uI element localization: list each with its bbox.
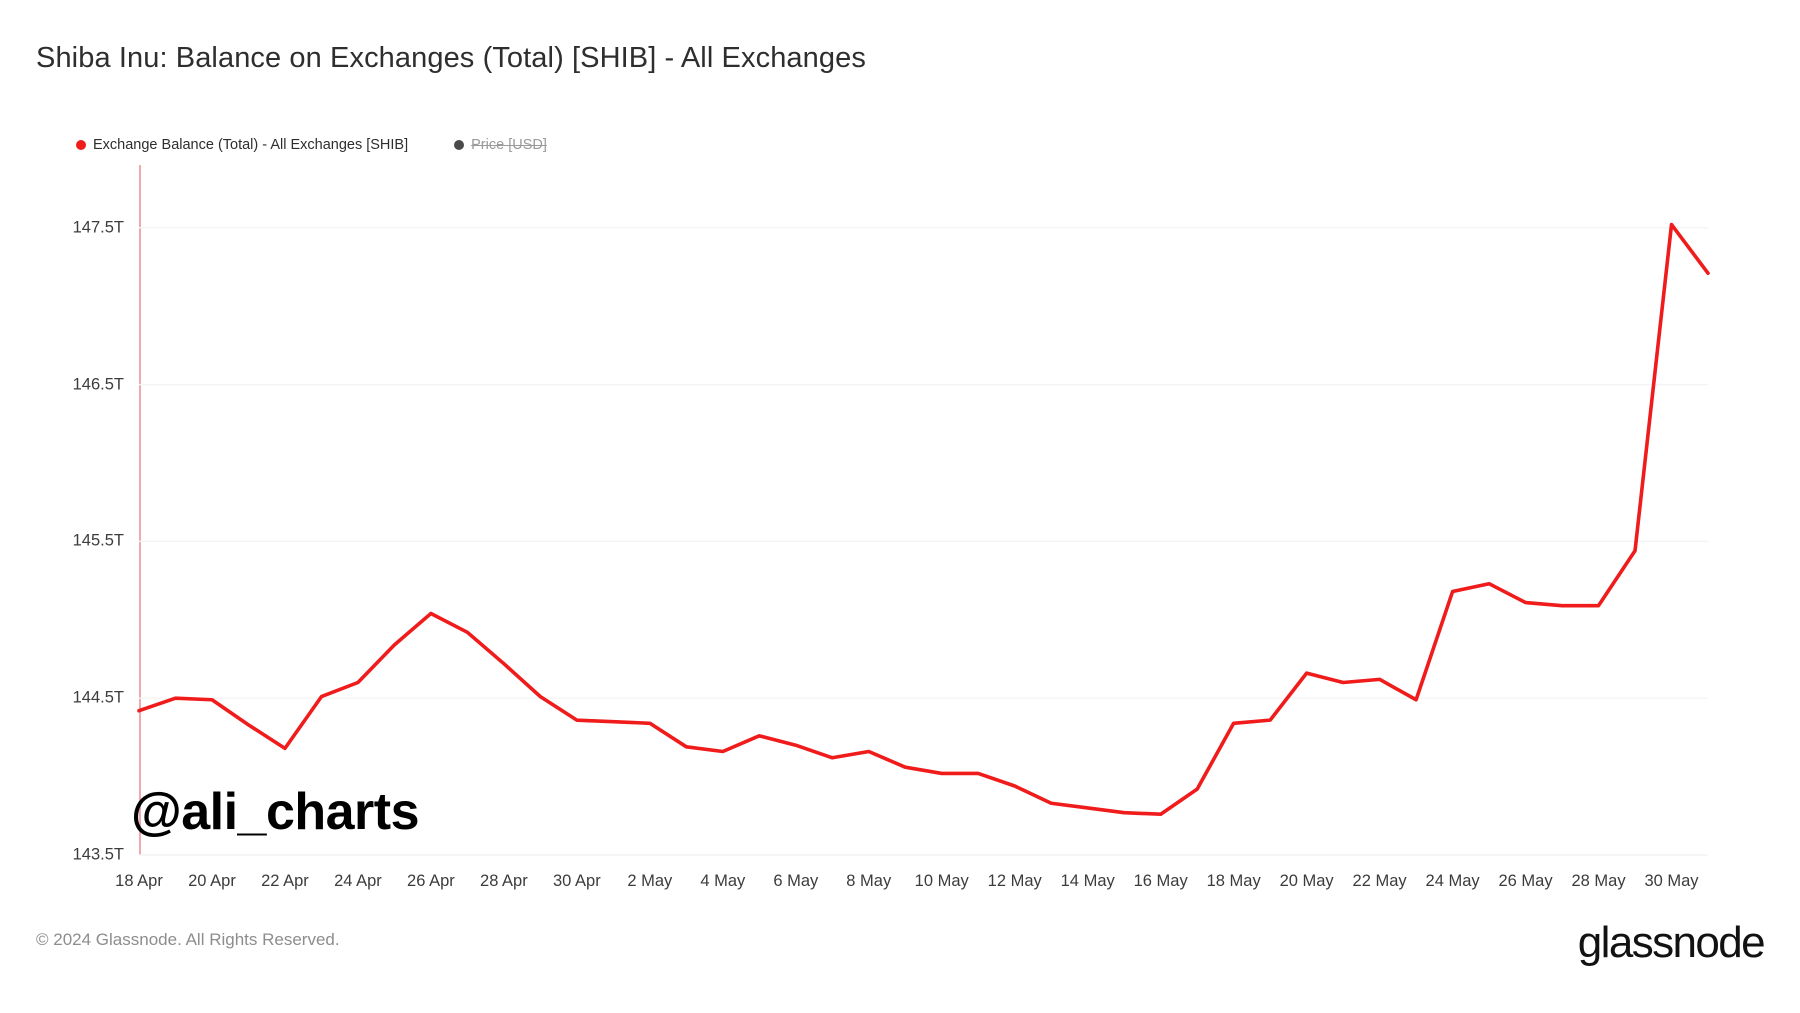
- x-axis-tick-label: 30 Apr: [553, 872, 601, 890]
- x-axis-tick-label: 22 May: [1352, 872, 1407, 890]
- y-axis-labels: 147.5T 146.5T 145.5T 144.5T 143.5T: [0, 165, 124, 863]
- x-axis-tick-label: 20 Apr: [188, 872, 236, 890]
- y-axis-line: [139, 165, 141, 855]
- y-axis-tick-label: 143.5T: [72, 845, 124, 864]
- x-axis-tick-label: 14 May: [1060, 872, 1115, 890]
- legend-item-exchange-balance[interactable]: Exchange Balance (Total) - All Exchanges…: [76, 137, 408, 153]
- x-axis-labels: 18 Apr 20 Apr 22 Apr 24 Apr 26 Apr 28 Apr 30 A…: [115, 872, 1708, 898]
- x-axis-tick-label: 22 Apr: [261, 872, 309, 890]
- x-axis-tick-label: 10 May: [914, 872, 969, 890]
- y-axis-tick-label: 146.5T: [72, 375, 124, 394]
- legend-item-label: Price [USD]: [471, 137, 547, 153]
- x-axis-tick-label: 26 Apr: [407, 872, 455, 890]
- page-title: Shiba Inu: Balance on Exchanges (Total) …: [36, 42, 866, 74]
- legend-item-label: Exchange Balance (Total) - All Exchanges…: [93, 137, 409, 153]
- legend-color-dot-icon: [76, 140, 86, 150]
- x-axis-tick-label: 30 May: [1644, 872, 1699, 890]
- x-axis-tick-label: 12 May: [987, 872, 1042, 890]
- gridlines: [139, 227, 1708, 856]
- legend-color-dot-icon: [454, 140, 465, 150]
- y-axis-tick-label: 145.5T: [72, 531, 124, 550]
- x-axis-tick-label: 6 May: [773, 872, 819, 890]
- x-axis-tick-label: 16 May: [1133, 872, 1188, 890]
- glassnode-logo: glassnode: [1577, 918, 1766, 967]
- series-line-exchange-balance: [137, 222, 1710, 817]
- x-axis-tick-label: 20 May: [1279, 872, 1334, 890]
- x-axis-tick-label: 24 Apr: [334, 872, 382, 890]
- y-axis-tick-label: 144.5T: [72, 688, 124, 707]
- copyright-text: © 2024 Glassnode. All Rights Reserved.: [36, 930, 340, 949]
- line-chart-svg: [137, 222, 1710, 856]
- x-axis-tick-label: 8 May: [846, 872, 892, 890]
- x-axis-tick-label: 4 May: [700, 872, 746, 890]
- watermark-text: @ali_charts: [131, 783, 420, 841]
- x-axis-tick-label: 28 Apr: [480, 872, 528, 890]
- x-axis-tick-label: 2 May: [627, 872, 673, 890]
- x-axis-tick-label: 18 May: [1206, 872, 1261, 890]
- x-axis-tick-label: 26 May: [1498, 872, 1553, 890]
- chart-legend: Exchange Balance (Total) - All Exchanges…: [76, 137, 547, 153]
- x-axis-tick-label: 24 May: [1425, 872, 1480, 890]
- x-axis-tick-label: 28 May: [1571, 872, 1626, 890]
- y-axis-tick-label: 147.5T: [72, 218, 124, 237]
- x-axis-tick-label: 18 Apr: [115, 872, 163, 890]
- legend-item-price[interactable]: Price [USD]: [454, 137, 547, 153]
- plot-area: [137, 165, 1710, 856]
